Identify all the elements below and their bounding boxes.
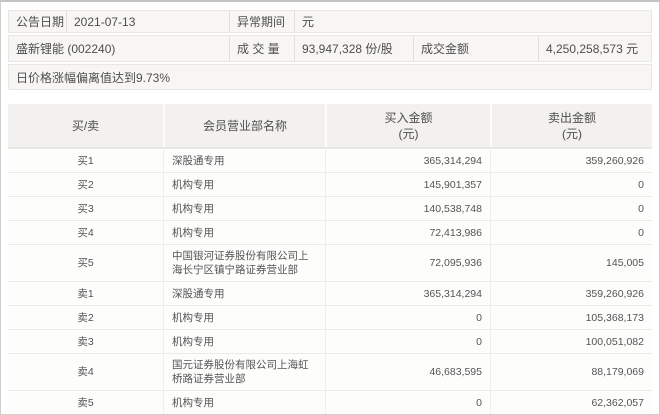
header-sell-label: 卖出金额 [547,110,596,125]
cell-sell-amount: 145,005 [490,245,652,281]
volume-value: 93,947,328 份/股 [294,36,413,61]
header-buy-label: 买入金额 [384,110,433,125]
cell-buy-amount: 140,538,748 [325,197,490,220]
cell-buy-amount: 0 [325,391,490,414]
cell-side: 卖2 [77,311,94,324]
stock-name: 盛新锂能 (002240) [16,42,116,56]
table-row: 买2 机构专用 145,901,357 0 [8,172,652,196]
broker-table: 买/卖 会员营业部名称 买入金额 (元) 卖出金额 (元) 买1 深股通专用 3… [8,104,652,414]
cell-branch-name: 机构专用 [163,391,325,414]
summary-row-note: 日价格涨幅偏离值达到9.73% [8,64,652,90]
cell-sell-amount: 0 [490,197,652,220]
cell-side: 买2 [77,178,94,191]
price-deviation-note: 日价格涨幅偏离值达到9.73% [16,70,171,85]
cell-sell-amount: 359,260,926 [490,282,652,305]
header-side-label: 买/卖 [71,118,100,133]
abnormal-period-label: 异常期间 [229,11,294,32]
cell-sell-amount: 0 [490,221,652,244]
header-branch-label: 会员营业部名称 [202,118,287,133]
announce-date-label: 公告日期 [16,15,65,29]
cell-buy-amount: 0 [325,306,490,329]
table-row: 卖3 机构专用 0 100,051,082 [8,329,652,353]
cell-buy-amount: 72,095,936 [325,245,490,281]
summary-row-announcement: 公告日期 2021-07-13 异常期间 元 [8,10,652,33]
cell-buy-amount: 46,683,595 [325,354,490,390]
cell-branch-name: 中国银河证券股份有限公司上海长宁区镇宁路证券营业部 [163,245,325,281]
cell-side: 买5 [77,257,94,269]
cell-buy-amount: 365,314,294 [325,149,490,172]
announce-date-value: 2021-07-13 [66,11,229,32]
table-row: 卖5 机构专用 0 62,362,057 [8,390,652,414]
cell-side: 买4 [77,226,94,239]
cell-sell-amount: 0 [490,173,652,196]
cell-sell-amount: 100,051,082 [490,330,652,353]
cell-branch-name: 机构专用 [163,173,325,196]
table-row: 卖2 机构专用 0 105,368,173 [8,305,652,329]
cell-buy-amount: 0 [325,330,490,353]
table-row: 卖4 国元证券股份有限公司上海虹桥路证券营业部 46,683,595 88,17… [8,353,652,390]
cell-sell-amount: 88,179,069 [490,354,652,390]
cell-side: 买3 [77,202,94,215]
summary-panel: 公告日期 2021-07-13 异常期间 元 盛新锂能 (002240) 成 交… [8,10,652,90]
cell-buy-amount: 365,314,294 [325,282,490,305]
volume-label: 成 交 量 [229,36,294,61]
table-row: 买4 机构专用 72,413,986 0 [8,220,652,244]
table-row: 买1 深股通专用 365,314,294 359,260,926 [8,148,652,172]
cell-sell-amount: 105,368,173 [490,306,652,329]
cell-side: 买1 [77,154,94,167]
table-header-row: 买/卖 会员营业部名称 买入金额 (元) 卖出金额 (元) [8,104,652,148]
cell-side: 卖4 [77,366,94,378]
header-buy-unit: (元) [398,126,419,141]
cell-side: 卖1 [77,287,94,300]
cell-sell-amount: 62,362,057 [490,391,652,414]
header-sell-unit: (元) [562,126,582,141]
turnover-value: 4,250,258,573 元 [538,36,651,61]
cell-side: 卖5 [77,396,94,409]
summary-row-stock: 盛新锂能 (002240) 成 交 量 93,947,328 份/股 成交金额 … [8,35,652,62]
cell-branch-name: 机构专用 [163,330,325,353]
cell-buy-amount: 72,413,986 [325,221,490,244]
turnover-label: 成交金额 [413,36,538,61]
cell-branch-name: 深股通专用 [163,149,325,172]
cell-sell-amount: 359,260,926 [490,149,652,172]
cell-branch-name: 机构专用 [163,197,325,220]
cell-branch-name: 机构专用 [163,306,325,329]
table-row: 买3 机构专用 140,538,748 0 [8,196,652,220]
cell-branch-name: 国元证券股份有限公司上海虹桥路证券营业部 [163,354,325,390]
cell-buy-amount: 145,901,357 [325,173,490,196]
header-cell-branch-name: 会员营业部名称 [163,104,325,147]
cell-side: 卖3 [77,335,94,348]
abnormal-period-value: 元 [294,11,651,32]
table-row: 卖1 深股通专用 365,314,294 359,260,926 [8,281,652,305]
header-cell-side: 买/卖 [8,104,163,147]
cell-branch-name: 深股通专用 [163,282,325,305]
header-cell-buy-amount: 买入金额 (元) [325,104,490,147]
header-cell-sell-amount: 卖出金额 (元) [490,104,652,147]
cell-branch-name: 机构专用 [163,221,325,244]
table-row: 买5 中国银河证券股份有限公司上海长宁区镇宁路证券营业部 72,095,936 … [8,244,652,281]
